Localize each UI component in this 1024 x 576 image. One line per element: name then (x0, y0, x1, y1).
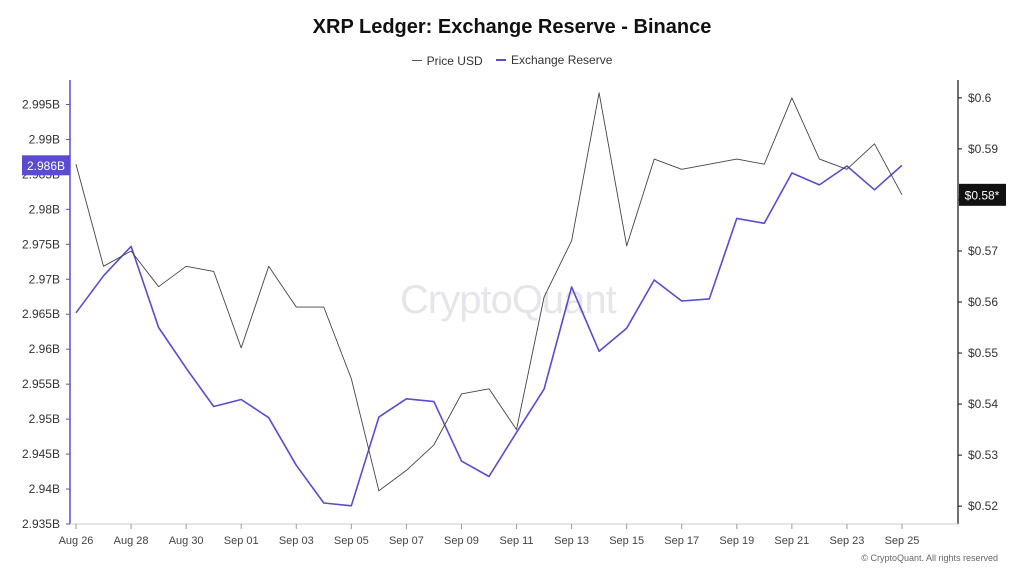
y-right-tick-label: $0.55 (968, 346, 998, 360)
x-tick-label: Sep 03 (279, 535, 314, 547)
price-usd-line (75, 92, 903, 492)
current-price-badge (959, 183, 1006, 206)
x-tick-label: Sep 05 (334, 535, 369, 547)
y-right-tick-label: $0.59 (968, 142, 998, 156)
y-left-tick-label: 2.945B (22, 447, 60, 461)
y-left-tick-label: 2.96B (29, 342, 60, 356)
x-tick-label: Aug 26 (59, 535, 94, 547)
legend-item-price[interactable]: Price USD (411, 53, 483, 68)
y-left-tick-label: 2.97B (29, 272, 60, 286)
x-tick-label: Sep 01 (224, 535, 259, 547)
x-tick-label: Sep 21 (774, 535, 809, 547)
y-right-tick-label: $0.52 (968, 499, 998, 513)
y-left-tick-label: 2.95B (29, 412, 60, 426)
y-left-tick-label: 2.965B (22, 307, 60, 321)
current-reserve-badge (22, 155, 70, 176)
y-left-tick-label: 2.99B (29, 132, 60, 146)
x-tick-label: Sep 07 (389, 535, 424, 547)
copyright-footer: © CryptoQuant. All rights reserved (861, 553, 998, 563)
x-tick-label: Sep 11 (500, 535, 534, 547)
y-left-tick-label: 2.935B (22, 517, 60, 531)
legend-reserve-swatch (495, 59, 506, 61)
y-left-tick-label: 2.955B (22, 377, 60, 391)
legend-item-reserve[interactable]: Exchange Reserve (495, 53, 613, 67)
x-tick-label: Sep 23 (829, 535, 864, 547)
x-tick-label: Aug 30 (169, 535, 204, 547)
y-left-tick-label: 2.94B (29, 482, 60, 496)
x-tick-label: Sep 13 (554, 535, 589, 547)
y-left-tick-label: 2.98B (29, 202, 60, 216)
chart-legend: Price USD Exchange Reserve (0, 50, 1024, 68)
x-tick-label: Sep 15 (609, 535, 644, 547)
current-price-badge-label: $0.58* (965, 188, 1000, 202)
x-tick-label: Sep 17 (664, 535, 699, 547)
legend-reserve-label: Exchange Reserve (510, 53, 613, 67)
y-right-tick-label: $0.6 (968, 91, 992, 105)
y-right-tick-label: $0.57 (968, 244, 998, 258)
y-right-tick-label: $0.56 (968, 295, 998, 309)
current-reserve-badge-label: 2.986B (27, 159, 65, 173)
x-tick-label: Aug 28 (114, 535, 149, 547)
x-tick-label: Sep 25 (885, 535, 920, 547)
exchange-reserve-line (75, 164, 903, 507)
x-tick-label: Sep 19 (719, 535, 754, 547)
chart-title: XRP Ledger: Exchange Reserve - Binance (312, 16, 712, 38)
legend-price-swatch (411, 60, 422, 61)
x-tick-label: Sep 09 (444, 535, 479, 547)
legend-price-label: Price USD (426, 53, 483, 68)
y-left-tick-label: 2.995B (22, 97, 60, 111)
y-left-tick-label: 2.975B (22, 237, 60, 251)
watermark: CryptoQuant (400, 278, 617, 322)
y-right-tick-label: $0.53 (968, 448, 998, 462)
y-right-tick-label: $0.54 (968, 397, 998, 411)
